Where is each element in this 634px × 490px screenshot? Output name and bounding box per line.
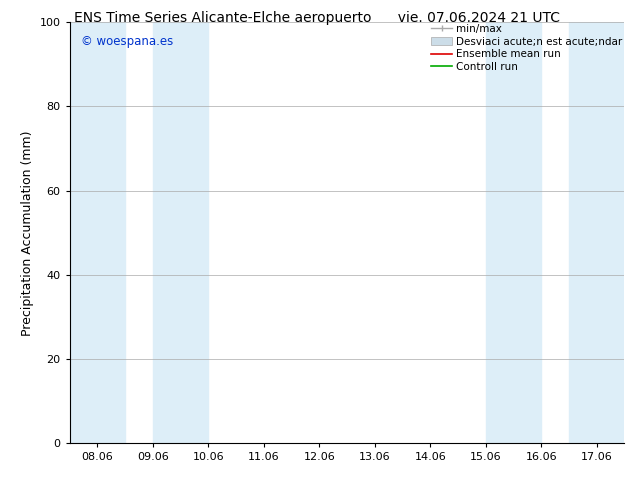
Text: ENS Time Series Alicante-Elche aeropuerto      vie. 07.06.2024 21 UTC: ENS Time Series Alicante-Elche aeropuert… [74,11,560,25]
Bar [486,22,541,443]
Text: © woespana.es: © woespana.es [81,35,173,48]
Legend: min/max, Desviaci acute;n est acute;ndar, Ensemble mean run, Controll run: min/max, Desviaci acute;n est acute;ndar… [430,23,623,73]
Bar [70,22,126,443]
Bar [153,22,209,443]
Y-axis label: Precipitation Accumulation (mm): Precipitation Accumulation (mm) [21,130,34,336]
Bar [569,22,624,443]
